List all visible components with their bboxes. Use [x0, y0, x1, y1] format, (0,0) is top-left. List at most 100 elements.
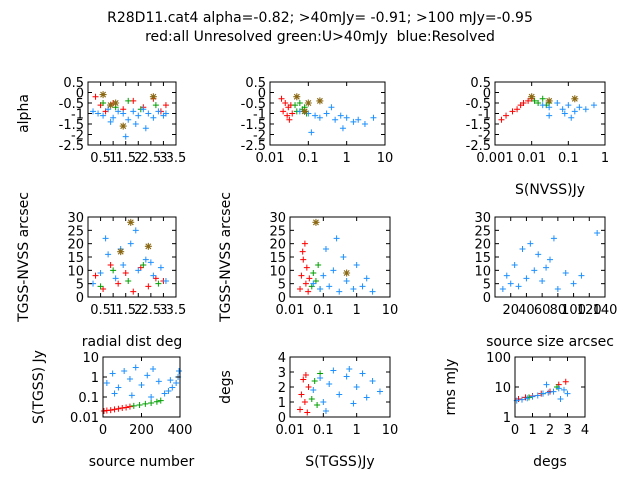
x-tick-label: 1	[353, 303, 361, 318]
x-tick-label: 40	[518, 303, 535, 318]
x-axis-label: radial dist deg	[82, 334, 182, 350]
y-axis-label: TGSS-NVSS arcsec	[16, 192, 32, 323]
x-tick-label: 1.5	[115, 151, 136, 166]
x-tick-label: 2.5	[141, 151, 162, 166]
data-point-star	[528, 93, 535, 100]
y-tick-label: 25	[67, 224, 84, 239]
x-tick-label: 3.5	[166, 303, 187, 318]
x-tick-label: 140	[593, 303, 618, 318]
data-point-star	[145, 243, 152, 250]
figure-title-line2: red:all Unresolved green:U>40mJy blue:Re…	[145, 29, 495, 45]
x-tick-label: 2.5	[141, 303, 162, 318]
data-point-star	[343, 270, 350, 277]
y-tick-label: 4	[278, 351, 286, 366]
y-tick-label: 20	[67, 238, 84, 253]
y-tick-label: 20	[269, 238, 286, 253]
data-point-star	[571, 95, 578, 102]
x-axis-label: source number	[89, 454, 195, 470]
x-tick-label: 0.01	[517, 151, 546, 166]
y-tick-label: 0	[76, 291, 84, 306]
y-tick-label: 2	[278, 381, 286, 396]
x-tick-label: 10	[377, 151, 394, 166]
y-axis-label: TGSS-NVSS arcsec	[218, 192, 234, 323]
data-point-star	[117, 248, 124, 255]
data-point-star	[127, 219, 134, 226]
y-tick-label: 30	[269, 211, 286, 226]
y-axis-label: rms mJy	[443, 359, 459, 416]
y-tick-label: 5	[483, 278, 491, 293]
data-point-star	[312, 219, 319, 226]
y-tick-label: 0	[483, 291, 491, 306]
x-tick-label: 1	[353, 423, 361, 438]
y-tick-label: 10	[494, 381, 511, 396]
data-point-star	[546, 97, 553, 104]
x-tick-label: 60	[534, 303, 551, 318]
y-tick-label: 0	[278, 291, 286, 306]
x-tick-label: 1.5	[115, 303, 136, 318]
y-tick-label: 15	[67, 251, 84, 266]
x-tick-label: 0.1	[558, 151, 579, 166]
data-point-star	[305, 100, 312, 107]
x-tick-label: 10	[382, 423, 399, 438]
y-tick-label: 0.01	[70, 411, 99, 426]
y-tick-label: 3	[278, 366, 286, 381]
data-point-star	[120, 123, 127, 130]
y-axis-label: S(TGSS) Jy	[31, 350, 47, 424]
x-tick-label: 0.1	[298, 151, 319, 166]
x-tick-label: 1	[343, 151, 351, 166]
y-tick-label: 25	[269, 224, 286, 239]
y-tick-label: 20	[474, 238, 491, 253]
y-axis-label: alpha	[16, 94, 32, 133]
y-tick-label: 15	[474, 251, 491, 266]
y-tick-label: 25	[474, 224, 491, 239]
y-tick-label: -2.5	[466, 139, 491, 154]
data-point-star	[293, 93, 300, 100]
x-tick-label: 20	[502, 303, 519, 318]
x-tick-label: 0	[99, 423, 107, 438]
x-tick-label: 4	[581, 423, 589, 438]
y-tick-label: 1	[91, 371, 99, 386]
data-point-star	[150, 93, 157, 100]
x-tick-label: 1	[601, 151, 609, 166]
y-tick-label: 0.1	[78, 391, 99, 406]
y-tick-label: 5	[76, 278, 84, 293]
y-axis-label: degs	[218, 370, 234, 404]
data-point-star	[100, 91, 107, 98]
x-tick-label: 0.1	[313, 303, 334, 318]
y-tick-label: 10	[269, 264, 286, 279]
y-tick-label: 10	[82, 351, 99, 366]
x-axis-label: source size arcsec	[486, 334, 614, 350]
x-tick-label: 10	[382, 303, 399, 318]
x-tick-label: 2	[546, 423, 554, 438]
y-tick-label: 1	[503, 411, 511, 426]
y-tick-label: 5	[278, 278, 286, 293]
figure-title-line1: R28D11.cat4 alpha=-0.82; >40mJy= -0.91; …	[107, 10, 533, 26]
x-tick-label: 0.5	[90, 303, 111, 318]
x-axis-label: S(TGSS)Jy	[305, 454, 374, 470]
data-point-star	[316, 97, 323, 104]
data-point-star	[301, 108, 308, 115]
y-tick-label: 15	[269, 251, 286, 266]
y-tick-label: -2.5	[59, 139, 84, 154]
y-tick-label: 100	[486, 351, 511, 366]
y-tick-label: -2.5	[241, 139, 266, 154]
x-axis-label: S(NVSS)Jy	[515, 182, 585, 198]
x-tick-label: 1	[528, 423, 536, 438]
x-tick-label: 0	[511, 423, 519, 438]
x-tick-label: 3.5	[166, 151, 187, 166]
y-tick-label: 0	[278, 411, 286, 426]
y-tick-label: 30	[67, 211, 84, 226]
x-tick-label: 0.5	[90, 151, 111, 166]
x-tick-label: 0.1	[313, 423, 334, 438]
x-tick-label: 400	[168, 423, 193, 438]
y-tick-label: 1	[278, 396, 286, 411]
data-point-star	[107, 102, 114, 109]
y-tick-label: 30	[474, 211, 491, 226]
y-tick-label: 10	[474, 264, 491, 279]
x-axis-label: degs	[533, 454, 567, 470]
y-tick-label: 10	[67, 264, 84, 279]
x-tick-label: 200	[129, 423, 154, 438]
x-tick-label: 3	[563, 423, 571, 438]
